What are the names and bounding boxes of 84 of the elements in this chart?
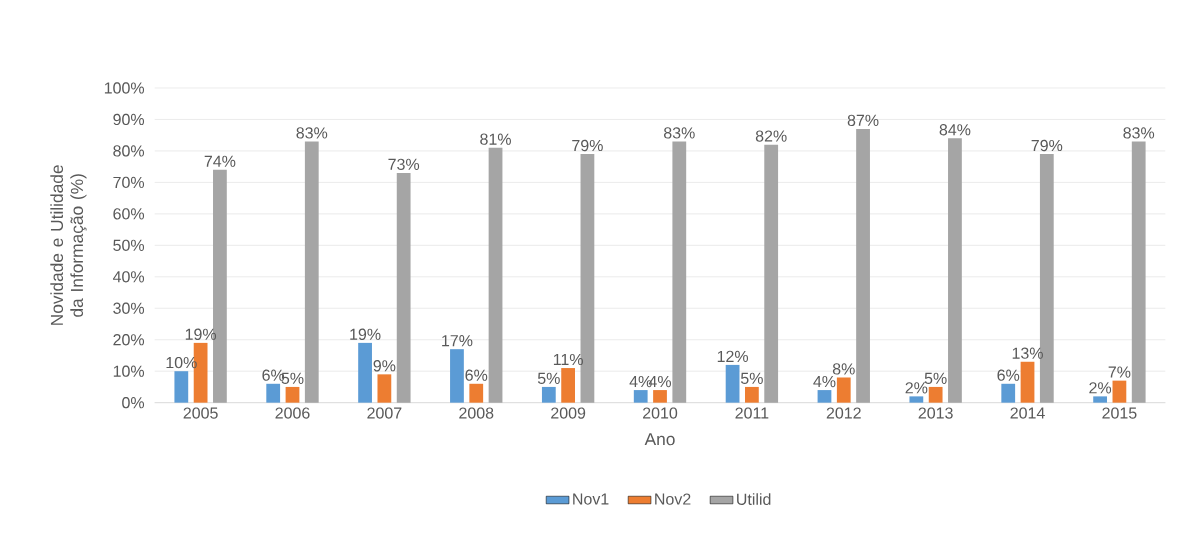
legend-label: Utilid — [737, 493, 771, 505]
bar — [653, 390, 667, 403]
bar — [672, 141, 687, 403]
data-label: 9% — [373, 360, 396, 372]
data-label: 84% — [939, 124, 971, 136]
data-label: 4% — [813, 375, 836, 388]
bar — [725, 364, 740, 403]
data-label: 17% — [442, 335, 473, 347]
legend-label: Nov1 — [573, 493, 609, 505]
data-label: 7% — [1108, 366, 1131, 378]
x-tick-label: 2007 — [367, 407, 402, 419]
bar — [909, 396, 924, 403]
data-label: 5% — [924, 372, 947, 384]
y-tick-label: 30% — [113, 302, 145, 314]
x-tick-label: 2014 — [1010, 407, 1045, 419]
data-label: 13% — [1012, 347, 1043, 359]
y-axis-title: Novidade e Utilidade da Informação (%) — [50, 165, 87, 325]
bar — [174, 371, 189, 403]
bar — [358, 342, 372, 403]
bar — [377, 374, 392, 403]
y-tick-label: 20% — [113, 334, 145, 346]
bar — [1020, 361, 1035, 403]
x-tick-label: 2015 — [1102, 407, 1137, 419]
bar — [561, 368, 576, 403]
data-label: 19% — [185, 328, 217, 340]
bar — [1131, 141, 1146, 403]
bar — [469, 383, 484, 403]
data-label: 74% — [204, 155, 236, 167]
bar — [541, 386, 556, 403]
bar — [285, 386, 300, 403]
bar — [1112, 380, 1127, 403]
data-label: 87% — [847, 114, 879, 126]
bar — [633, 390, 648, 403]
y-tick-label: 0% — [122, 397, 145, 409]
legend-label: Nov2 — [655, 493, 691, 505]
x-tick-label: 2013 — [918, 407, 953, 419]
x-axis-title: Ano — [644, 433, 675, 446]
data-label: 2% — [905, 382, 928, 394]
bar — [266, 383, 281, 403]
x-tick-label: 2006 — [275, 407, 310, 419]
x-tick-label: 2011 — [735, 407, 769, 419]
data-label: 79% — [572, 139, 603, 152]
bar — [396, 172, 411, 403]
bar — [928, 386, 943, 403]
bar — [1093, 396, 1107, 403]
y-tick-label: 70% — [113, 176, 145, 189]
data-label: 83% — [663, 127, 695, 139]
y-tick-label: 60% — [113, 208, 145, 220]
bar — [450, 349, 464, 403]
data-label: 82% — [755, 130, 787, 142]
x-tick-label: 2008 — [459, 407, 494, 419]
y-tick-label: 80% — [113, 145, 145, 157]
y-tick-label: 50% — [113, 239, 145, 251]
data-label: 2% — [1089, 382, 1112, 394]
data-label: 73% — [388, 158, 420, 171]
bar — [488, 147, 503, 403]
x-tick-label: 2009 — [551, 407, 586, 419]
data-label: 83% — [1123, 127, 1155, 139]
y-tick-label: 40% — [112, 271, 145, 283]
data-label: 83% — [296, 127, 328, 139]
data-label: 12% — [717, 350, 749, 362]
bar — [856, 128, 870, 403]
bar — [1001, 383, 1016, 403]
x-tick-label: 2012 — [826, 407, 861, 419]
bar — [764, 144, 779, 403]
x-tick-label: 2005 — [183, 407, 218, 419]
data-label: 5% — [740, 372, 763, 384]
data-label: 79% — [1031, 139, 1063, 152]
data-label: 19% — [350, 328, 381, 340]
data-label: 6% — [997, 369, 1020, 381]
bar — [948, 138, 962, 403]
data-label: 81% — [480, 133, 511, 145]
data-label: 11% — [553, 353, 583, 366]
y-tick-label: 100% — [104, 82, 145, 94]
bar — [817, 390, 832, 403]
data-label: 8% — [832, 363, 855, 375]
y-tick-label: 90% — [113, 113, 145, 126]
y-tick-label: 10% — [113, 365, 145, 377]
data-label: 5% — [537, 372, 560, 384]
bar — [745, 386, 759, 403]
bar — [304, 141, 319, 403]
bar — [836, 377, 851, 403]
data-label: 6% — [465, 369, 488, 381]
x-tick-label: 2010 — [643, 407, 678, 419]
